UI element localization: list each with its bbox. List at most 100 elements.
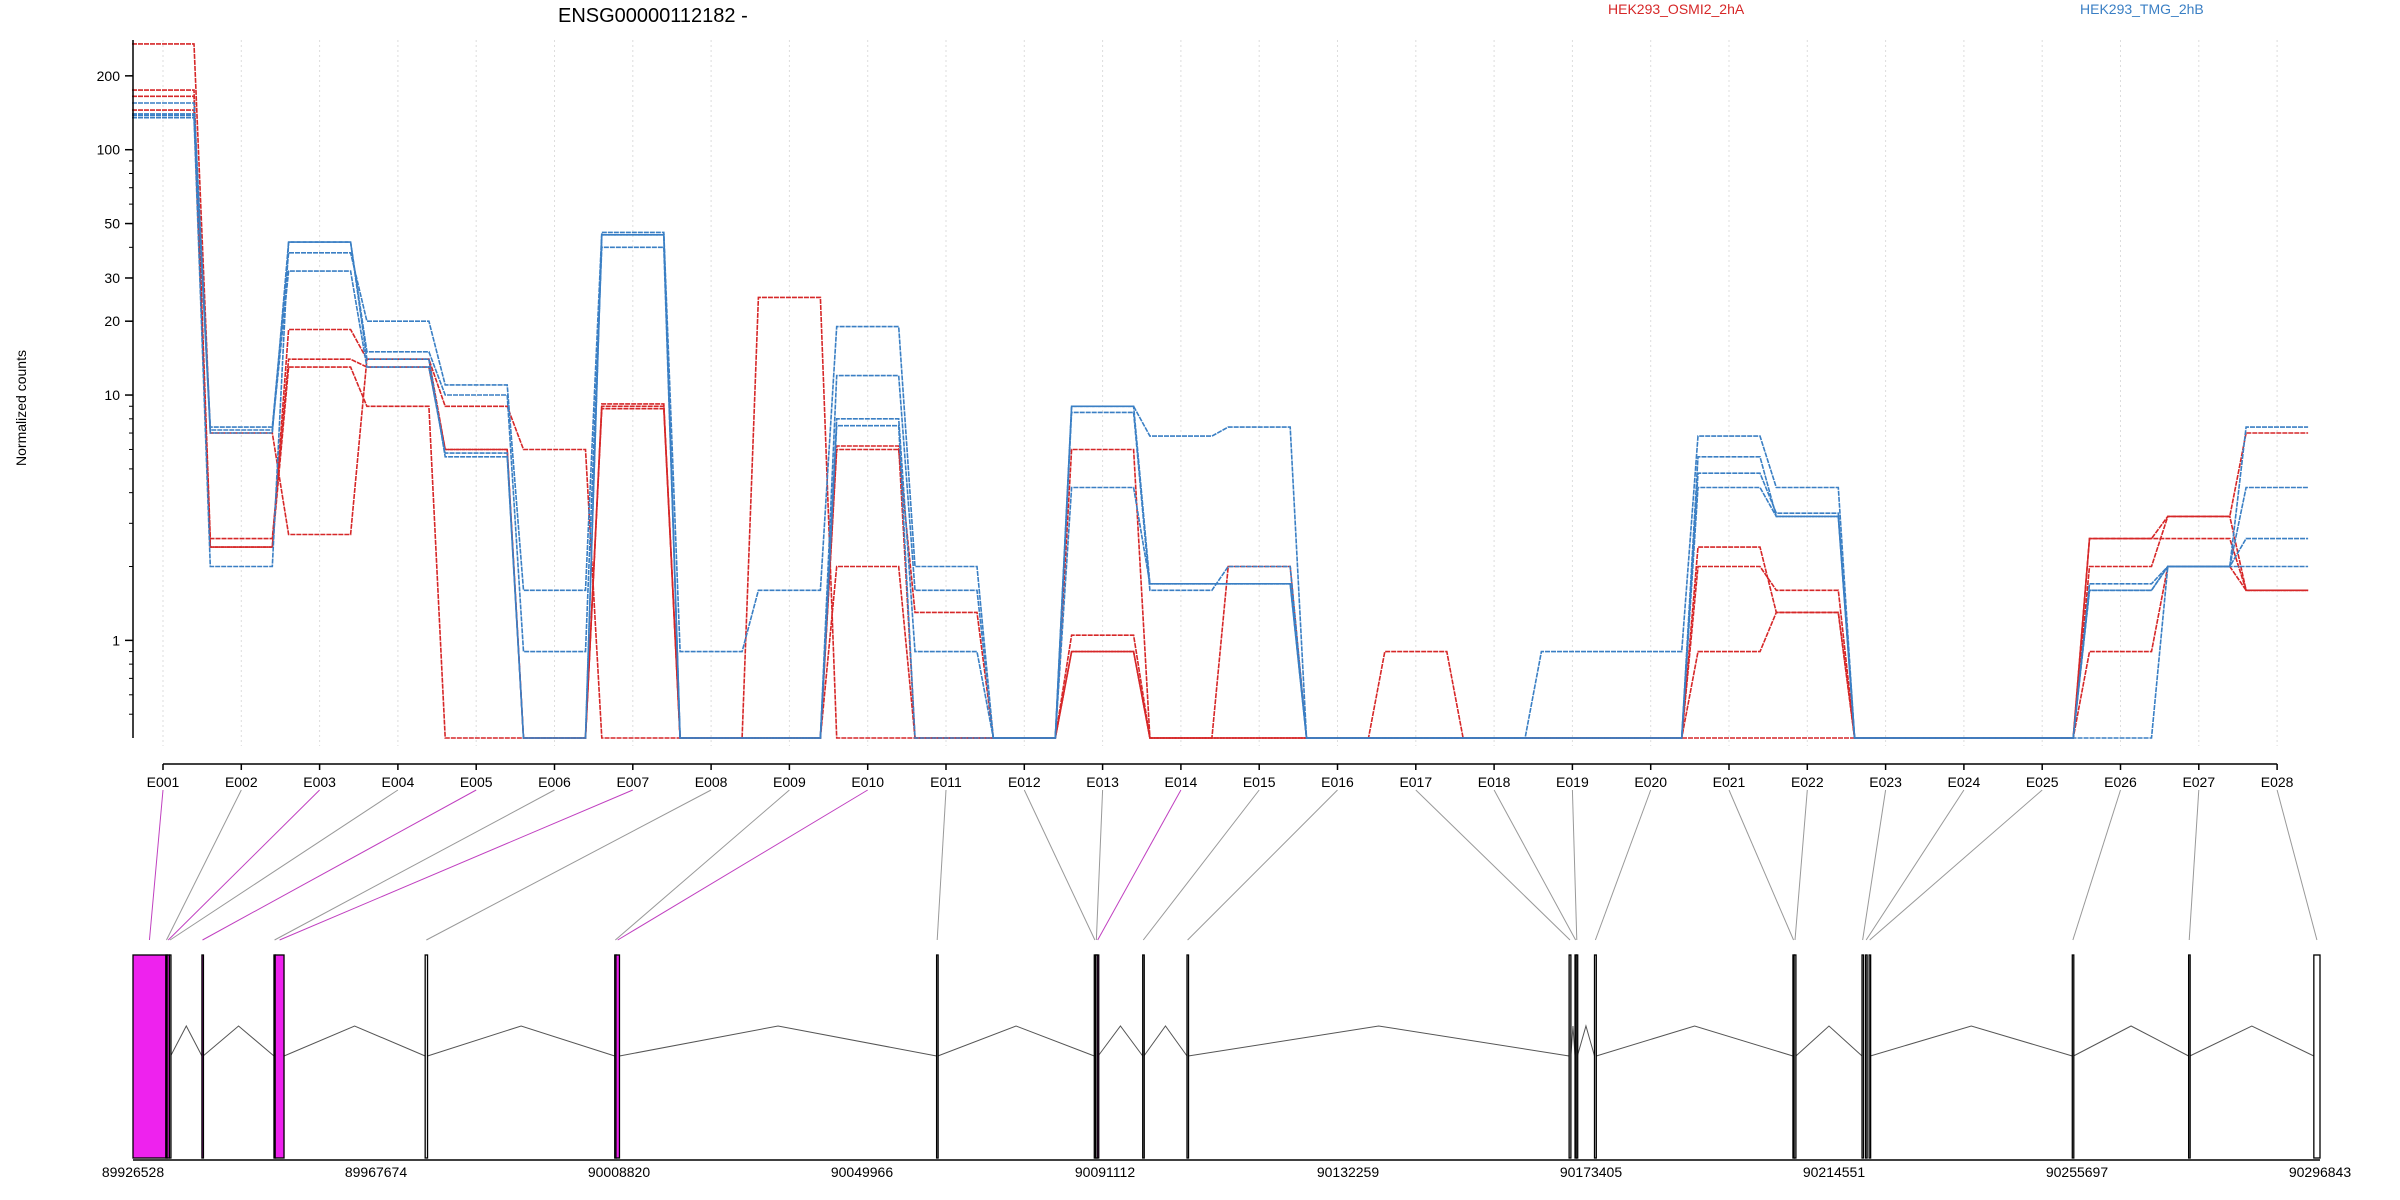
- series-line-blue-6: [132, 113, 2309, 739]
- y-tick-label-50: 50: [104, 216, 120, 232]
- exon-label-e005: E005: [460, 774, 493, 790]
- genomic-tick-label-10: 90296843: [2289, 1164, 2352, 1180]
- connector-e013: [1095, 789, 1104, 941]
- exon-label-e027: E027: [2182, 774, 2215, 790]
- intron-20: [1596, 1025, 1794, 1057]
- exon-block-e014: [1096, 954, 1100, 1159]
- intron-4: [170, 1024, 203, 1057]
- exon-block-e023: [1861, 954, 1865, 1159]
- exon-label-e007: E007: [616, 774, 649, 790]
- y-tick-label-100: 100: [97, 142, 121, 158]
- exon-label-e023: E023: [1869, 774, 1902, 790]
- series-line-red-1: [132, 43, 2309, 739]
- connector-e028: [2276, 789, 2318, 941]
- intron-8: [427, 1025, 615, 1057]
- genomic-tick-label-2: 89967674: [345, 1164, 408, 1180]
- connector-e027: [2188, 789, 2200, 941]
- exon-axis: E001 E002 E003 E004 E005 E006 E007 E008 E009 E010…: [147, 763, 2294, 790]
- exon-label-e010: E010: [851, 774, 884, 790]
- connector-e021: [1728, 789, 1795, 941]
- connector-e023: [1862, 789, 1887, 941]
- y-tick-label-1: 1: [112, 632, 120, 648]
- genomic-tick-label-6: 90132259: [1317, 1164, 1380, 1180]
- intron-19: [1576, 1024, 1595, 1057]
- connector-e003: [167, 789, 320, 941]
- legend-entry-osmi2: HEK293_OSMI2_2hA: [1608, 1, 1745, 17]
- connector-e017: [1415, 789, 1571, 941]
- exon-block-e020: [1593, 954, 1597, 1159]
- connector-e024: [1865, 789, 1965, 941]
- intron-16: [1188, 1025, 1570, 1057]
- series-line-blue-8: [132, 116, 2309, 739]
- intron-15: [1143, 1025, 1188, 1057]
- exon-label-e006: E006: [538, 774, 571, 790]
- exon-label-e025: E025: [2026, 774, 2059, 790]
- connector-e007: [279, 789, 633, 941]
- series-lines: [132, 43, 2309, 739]
- series-line-red-2: [132, 89, 2309, 739]
- intron-17: [1570, 1025, 1576, 1057]
- exon-block-e011: [935, 954, 939, 1159]
- intron-14: [1097, 1025, 1144, 1057]
- exon-label-e013: E013: [1086, 774, 1119, 790]
- connector-e004: [169, 789, 399, 941]
- genomic-tick-label-3: 90008820: [588, 1164, 651, 1180]
- exon-label-e012: E012: [1008, 774, 1041, 790]
- connector-e016: [1187, 789, 1338, 941]
- connector-e010: [617, 789, 868, 941]
- intron-10: [619, 1025, 937, 1057]
- genomic-tick-label-9: 90255697: [2046, 1164, 2109, 1180]
- y-tick-label-200: 200: [97, 68, 121, 84]
- gene-model: [132, 954, 2321, 1159]
- intron-7: [283, 1025, 426, 1057]
- chart-title: ENSG00000112182 -: [558, 5, 748, 27]
- connector-e022: [1794, 789, 1808, 941]
- exon-block-e025: [1868, 954, 1872, 1159]
- vertical-gridlines: [162, 40, 2278, 746]
- connector-e001: [148, 789, 164, 941]
- connector-e009: [615, 789, 790, 941]
- connector-e018: [1493, 789, 1577, 941]
- exon-block-e017: [1568, 954, 1572, 1159]
- exon-label-e021: E021: [1713, 774, 1746, 790]
- exon-label-e001: E001: [147, 774, 180, 790]
- connector-e020: [1594, 789, 1652, 941]
- connector-e012: [1023, 789, 1096, 941]
- series-line-blue-5: [132, 102, 2309, 739]
- y-tick-label-20: 20: [104, 313, 120, 329]
- exon-block-e016: [1186, 954, 1190, 1159]
- exon-label-e020: E020: [1634, 774, 1667, 790]
- exon-block-e005: [201, 954, 205, 1159]
- exon-label-e022: E022: [1791, 774, 1824, 790]
- genomic-tick-label-1: 89926528: [102, 1164, 165, 1180]
- intron-25: [1870, 1025, 2073, 1057]
- exon-block-e022: [1793, 954, 1797, 1159]
- exon-label-e009: E009: [773, 774, 806, 790]
- exon-block-e010: [615, 954, 621, 1159]
- connector-e019: [1571, 789, 1578, 941]
- exon-label-e008: E008: [695, 774, 728, 790]
- exon-label-e019: E019: [1556, 774, 1589, 790]
- y-axis-label: Normalized counts: [13, 350, 29, 466]
- exon-block-e015: [1142, 954, 1145, 1159]
- genomic-axis: 89926528 89967674 90008820 90049966 90091112…: [102, 1159, 2352, 1180]
- exon-label-e003: E003: [303, 774, 336, 790]
- exon-label-e026: E026: [2104, 774, 2137, 790]
- connector-e008: [426, 789, 712, 941]
- series-line-red-3: [132, 95, 2309, 739]
- connector-e002: [166, 789, 242, 941]
- exon-label-e004: E004: [382, 774, 415, 790]
- connector-e005: [202, 789, 477, 941]
- genomic-tick-label-8: 90214551: [1803, 1164, 1866, 1180]
- intron-26: [2073, 1025, 2189, 1057]
- exon-label-e028: E028: [2261, 774, 2294, 790]
- exon-block-e001: [132, 954, 167, 1159]
- connector-e015: [1142, 789, 1260, 941]
- series-line-blue-7: [132, 114, 2309, 739]
- connector-e025: [1869, 789, 2043, 941]
- connector-e006: [274, 789, 555, 941]
- genomic-tick-label-4: 90049966: [831, 1164, 894, 1180]
- y-tick-label-10: 10: [104, 387, 120, 403]
- exon-block-e024: [1864, 954, 1868, 1159]
- exon-block-e019: [1575, 954, 1579, 1159]
